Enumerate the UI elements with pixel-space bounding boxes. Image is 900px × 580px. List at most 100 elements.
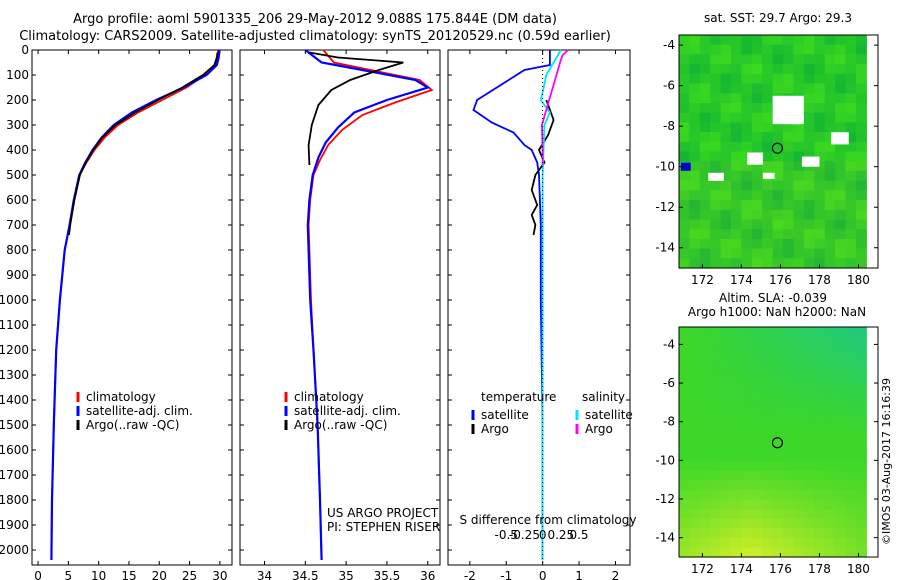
map-cell-sst xyxy=(699,73,711,85)
map-cell-sst xyxy=(845,161,857,172)
x-tick-label-difference-1: -1 xyxy=(500,569,512,580)
x-tick-label-temperature-5: 25 xyxy=(182,569,197,580)
map-cell-sst xyxy=(824,103,836,114)
map-cell-sst xyxy=(741,200,753,211)
map-cell-sla xyxy=(710,537,722,548)
map-cell-sst xyxy=(783,200,795,211)
map-cell-sla xyxy=(762,442,774,453)
map-cell-sst xyxy=(679,209,690,221)
map-cell-sla xyxy=(772,422,784,433)
map-cell-sla xyxy=(855,442,867,453)
map-cell-sla xyxy=(845,480,857,491)
map-cell-sst xyxy=(689,73,701,85)
map-cell-sst xyxy=(845,122,857,133)
legend-label-salinity-2: Argo(..raw -QC) xyxy=(294,418,387,432)
map-cell-sst xyxy=(741,219,753,230)
map-cell-sst xyxy=(783,73,795,85)
map-cell-sst xyxy=(762,141,774,153)
map-cell-sla xyxy=(679,327,690,338)
map-cell-sst xyxy=(803,200,815,211)
map-cell-sst xyxy=(679,64,690,75)
map-cell-sla xyxy=(731,336,742,347)
map-cell-sst xyxy=(824,209,836,221)
plot-title-line1: Argo profile: aoml 5901335_206 29-May-20… xyxy=(73,12,557,27)
map-cell-sst xyxy=(824,54,836,65)
map-cell-sst xyxy=(793,258,805,269)
map-cell-sst xyxy=(783,248,795,259)
map-cell-sst xyxy=(689,54,701,65)
map-cell-sla xyxy=(741,480,753,491)
map-cell-sst xyxy=(845,248,857,259)
map-cell-sla xyxy=(814,509,826,520)
map-cell-sla xyxy=(699,470,711,481)
map-title-sla: Altim. SLA: -0.039 xyxy=(719,291,827,305)
map-cell-sst xyxy=(855,132,867,143)
map-cell-sla xyxy=(793,365,805,376)
map-cell-sst xyxy=(772,209,784,221)
map-cell-sst xyxy=(803,141,815,153)
map-cell-sla xyxy=(772,365,784,376)
map-cell-sla xyxy=(720,451,732,462)
map-cell-sla xyxy=(803,509,815,520)
map-y-tick-label-sla-5: -14 xyxy=(655,531,675,545)
map-cell-sst xyxy=(751,83,763,94)
map-cell-sst xyxy=(845,35,857,46)
map-cell-sst xyxy=(751,141,763,153)
map-cell-sla xyxy=(835,422,847,433)
map-cell-sla xyxy=(762,509,774,520)
map-cell-sla xyxy=(835,528,847,539)
map-cell-sst xyxy=(824,132,836,143)
map-cell-sla xyxy=(772,442,784,453)
map-cell-sla xyxy=(783,537,795,548)
map-cell-sst xyxy=(835,180,847,191)
map-cell-sst xyxy=(793,64,805,75)
map-cell-sla xyxy=(803,518,815,529)
map-x-tick-label-sst-2: 176 xyxy=(769,273,792,287)
map-cell-sst xyxy=(699,44,711,55)
map-cell-sla xyxy=(803,442,815,453)
map-cell-sst xyxy=(845,209,857,221)
map-cell-sst xyxy=(814,93,826,104)
map-cell-sla xyxy=(824,509,836,520)
map-cell-sst xyxy=(793,151,805,162)
map-cell-sst xyxy=(772,190,784,201)
map-x-tick-label-sla-1: 174 xyxy=(730,562,753,576)
map-cell-sst xyxy=(741,248,753,259)
map-cell-sla xyxy=(803,432,815,443)
map-cell-sla xyxy=(814,327,826,338)
map-cell-sst xyxy=(855,141,867,153)
x-tick-label-difference-0: -2 xyxy=(464,569,476,580)
map-cell-sla xyxy=(710,403,722,414)
series-line-salinity-2 xyxy=(307,51,404,166)
map-cell-sla xyxy=(720,403,732,414)
map-cell-sla xyxy=(699,480,711,491)
map-cell-sla xyxy=(762,461,774,472)
map-cell-sla xyxy=(741,442,753,453)
map-cell-sst xyxy=(814,54,826,65)
map-cell-sla xyxy=(741,413,753,424)
map-cell-sst xyxy=(710,151,722,162)
map-cell-sla xyxy=(803,480,815,491)
map-cell-sst xyxy=(824,161,836,172)
annotation-1: PI: STEPHEN RISER xyxy=(327,520,440,534)
map-cell-sla xyxy=(793,499,805,510)
map-cell-sla xyxy=(710,489,722,501)
map-cell-sst xyxy=(689,44,701,55)
map-cell-sla xyxy=(803,374,815,386)
map-cell-sst xyxy=(731,161,742,172)
y-tick-label-1500: 1500 xyxy=(0,418,29,432)
side-stamp: ©IMOS 03-Aug-2017 16:16:39 xyxy=(880,378,893,545)
map-cell-sla xyxy=(793,480,805,491)
map-cell-sla xyxy=(824,365,836,376)
map-cell-sla xyxy=(835,413,847,424)
map-cell-sst xyxy=(751,229,763,240)
map-cell-sla xyxy=(793,384,805,395)
map-cell-sst xyxy=(855,54,867,65)
map-cell-sla xyxy=(710,374,722,386)
map-cell-sla xyxy=(803,403,815,414)
map-cell-sst xyxy=(710,122,722,133)
map-cell-sst xyxy=(835,258,847,269)
map-cell-sla xyxy=(835,346,847,357)
map-cell-sst xyxy=(710,103,722,114)
map-cell-sla xyxy=(731,518,742,529)
